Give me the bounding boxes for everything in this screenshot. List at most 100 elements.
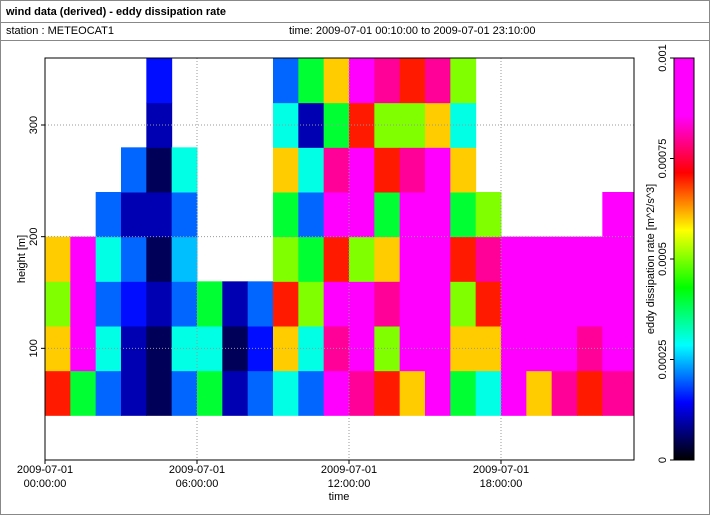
cell xyxy=(577,326,603,372)
cell xyxy=(602,370,635,416)
cell xyxy=(425,236,451,282)
cell xyxy=(121,281,147,327)
cell xyxy=(551,236,578,282)
cell xyxy=(247,370,274,416)
cell xyxy=(349,281,375,327)
cell xyxy=(349,236,375,282)
cell xyxy=(222,370,249,416)
cell xyxy=(450,370,477,416)
cell xyxy=(121,370,147,416)
x-axis-label: time xyxy=(329,491,350,503)
cell xyxy=(374,58,401,104)
cell xyxy=(501,236,527,282)
cell xyxy=(95,370,122,416)
cell xyxy=(247,326,274,372)
cell xyxy=(425,102,451,148)
y-tick-label: 100 xyxy=(28,339,40,357)
cell xyxy=(197,326,223,372)
cell xyxy=(374,147,401,193)
cell xyxy=(70,236,97,282)
cell xyxy=(450,192,477,238)
cell xyxy=(349,147,375,193)
cell xyxy=(323,147,350,193)
y-tick-label: 200 xyxy=(28,227,40,245)
cell xyxy=(577,236,603,282)
colorbar-tick-label: 0.001 xyxy=(657,44,669,72)
colorbar-tick-label: 0.00075 xyxy=(657,139,669,179)
cell xyxy=(399,326,426,372)
cell xyxy=(374,281,401,327)
cell xyxy=(171,281,198,327)
y-axis-label: height [m] xyxy=(16,235,28,283)
cell xyxy=(475,370,502,416)
cell xyxy=(45,370,71,416)
y-tick-label: 300 xyxy=(28,116,40,134)
cell xyxy=(475,192,502,238)
cell xyxy=(146,147,173,193)
cell xyxy=(399,192,426,238)
cell xyxy=(349,58,375,104)
cell xyxy=(425,370,451,416)
cell xyxy=(222,281,249,327)
time-range: time: 2009-07-01 00:10:00 to 2009-07-01 … xyxy=(289,25,535,37)
cell xyxy=(70,326,97,372)
cell xyxy=(298,192,325,238)
cell xyxy=(146,192,173,238)
x-tick-label: 2009-07-01 12:00:00 xyxy=(320,464,378,490)
cell xyxy=(197,281,223,327)
cell xyxy=(70,281,97,327)
cell xyxy=(323,236,350,282)
cell xyxy=(247,281,274,327)
cell xyxy=(399,236,426,282)
cell xyxy=(323,58,350,104)
cell xyxy=(399,370,426,416)
colorbar-tick-label: 0.0005 xyxy=(657,242,669,276)
cell xyxy=(349,192,375,238)
cell xyxy=(501,370,527,416)
cell xyxy=(450,236,477,282)
cells xyxy=(45,58,635,416)
colorbar-tick-label: 0.00025 xyxy=(657,340,669,380)
cell xyxy=(577,281,603,327)
cell xyxy=(602,192,635,238)
cell xyxy=(70,370,97,416)
plot-border xyxy=(44,57,635,461)
chart-title: wind data (derived) - eddy dissipation r… xyxy=(5,6,226,18)
cell xyxy=(298,236,325,282)
cell xyxy=(95,281,122,327)
cell xyxy=(399,102,426,148)
cell xyxy=(45,236,71,282)
cell xyxy=(526,281,553,327)
cell xyxy=(273,58,299,104)
cell xyxy=(323,370,350,416)
cell xyxy=(450,281,477,327)
cell xyxy=(45,281,71,327)
cell xyxy=(501,281,527,327)
cell xyxy=(551,370,578,416)
cell xyxy=(273,370,299,416)
cell xyxy=(425,147,451,193)
cell xyxy=(450,326,477,372)
cell xyxy=(425,326,451,372)
cell xyxy=(146,370,173,416)
cell xyxy=(374,370,401,416)
cell xyxy=(349,370,375,416)
station: station : METEOCAT1 xyxy=(6,25,114,37)
cell xyxy=(298,102,325,148)
cell xyxy=(475,326,502,372)
cell xyxy=(298,326,325,372)
cell xyxy=(298,58,325,104)
colorbar-label: eddy dissipation rate [m^2/s^3] xyxy=(645,184,657,334)
cell xyxy=(273,147,299,193)
cell xyxy=(171,326,198,372)
cell xyxy=(475,281,502,327)
cell xyxy=(298,147,325,193)
cell xyxy=(171,147,198,193)
x-tick-label: 2009-07-01 06:00:00 xyxy=(168,464,226,490)
cell xyxy=(146,236,173,282)
cell xyxy=(273,192,299,238)
cell xyxy=(298,281,325,327)
cell xyxy=(399,281,426,327)
cell xyxy=(121,147,147,193)
